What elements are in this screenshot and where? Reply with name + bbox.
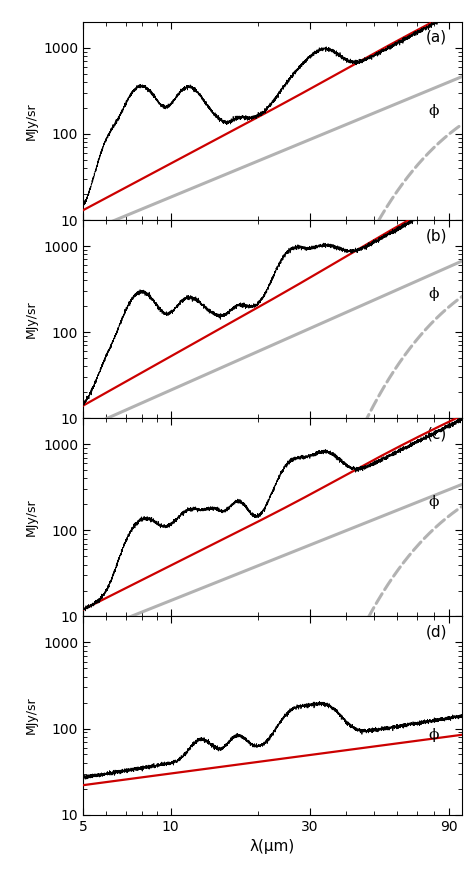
Text: (d): (d) <box>426 625 447 639</box>
Text: (a): (a) <box>426 30 447 45</box>
Text: ϕ: ϕ <box>428 495 439 509</box>
Text: ϕ: ϕ <box>428 286 439 300</box>
Y-axis label: MJy/sr: MJy/sr <box>24 102 37 140</box>
Text: (b): (b) <box>426 228 447 243</box>
Text: (c): (c) <box>427 427 447 442</box>
Y-axis label: MJy/sr: MJy/sr <box>24 300 37 338</box>
Text: ϕ: ϕ <box>428 104 439 118</box>
Text: ϕ: ϕ <box>428 728 439 742</box>
Y-axis label: MJy/sr: MJy/sr <box>24 696 37 734</box>
X-axis label: λ(μm): λ(μm) <box>250 839 295 854</box>
Y-axis label: MJy/sr: MJy/sr <box>24 498 37 536</box>
